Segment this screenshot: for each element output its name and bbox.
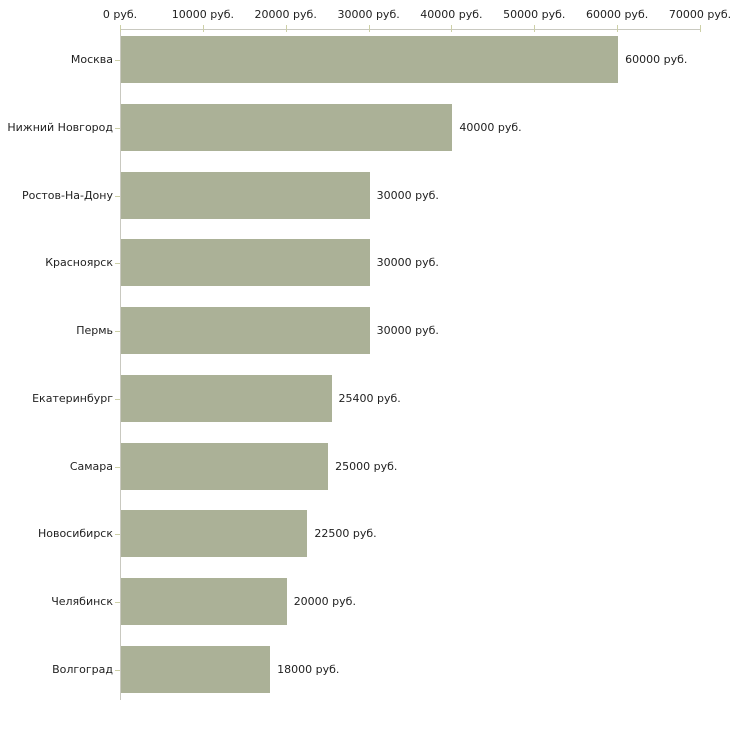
category-label: Ростов-На-Дону: [21, 189, 113, 202]
x-axis-tick-label: 20000 руб.: [254, 8, 317, 21]
value-label: 18000 руб.: [277, 663, 340, 676]
x-axis-tick: [285, 25, 287, 32]
category-label: Нижний Новгород: [7, 121, 113, 134]
x-axis-tick: [534, 25, 536, 32]
y-axis-line: [120, 29, 121, 700]
category-label: Новосибирск: [37, 527, 113, 540]
category-label: Челябинск: [51, 595, 113, 608]
x-axis-tick-label: 60000 руб.: [585, 8, 649, 21]
category-label: Самара: [69, 460, 113, 473]
x-axis-tick: [120, 25, 121, 32]
category-tick: [115, 331, 120, 332]
bar: [121, 578, 287, 625]
value-label: 25400 руб.: [338, 392, 401, 405]
bar: [121, 307, 370, 354]
category-tick: [115, 263, 120, 264]
bar: [121, 646, 271, 693]
value-label: 30000 руб.: [376, 189, 439, 202]
bar: [121, 239, 370, 286]
value-label: 30000 руб.: [376, 324, 439, 337]
category-tick: [115, 534, 120, 535]
category-label: Красноярск: [45, 256, 113, 269]
x-axis-tick-label: 70000 руб.: [668, 8, 730, 21]
category-tick: [115, 602, 120, 603]
bar: [121, 36, 619, 83]
value-label: 40000 руб.: [459, 121, 522, 134]
bar: [121, 375, 332, 422]
category-label: Москва: [70, 53, 113, 66]
x-axis-tick: [617, 25, 619, 32]
value-label: 60000 руб.: [625, 53, 688, 66]
category-label: Пермь: [76, 324, 113, 337]
x-axis-tick-label: 0 руб.: [102, 8, 138, 21]
x-axis-tick-label: 10000 руб.: [171, 8, 235, 21]
bar: [121, 104, 453, 151]
x-axis-tick: [368, 25, 370, 32]
x-axis-tick: [202, 25, 204, 32]
x-axis-tick-label: 40000 руб.: [420, 8, 483, 21]
category-tick: [115, 670, 120, 671]
category-label: Екатеринбург: [32, 392, 113, 405]
x-axis-line: [120, 29, 701, 30]
category-tick: [115, 467, 120, 468]
x-axis-tick-label: 30000 руб.: [337, 8, 400, 21]
x-axis-tick: [700, 25, 701, 32]
x-axis-tick: [451, 25, 453, 32]
category-tick: [115, 128, 120, 129]
bar: [121, 510, 308, 557]
x-axis-tick-label: 50000 руб.: [503, 8, 566, 21]
category-tick: [115, 60, 120, 61]
category-tick: [115, 196, 120, 197]
bar: [121, 172, 370, 219]
value-label: 30000 руб.: [376, 256, 439, 269]
value-label: 22500 руб.: [314, 527, 377, 540]
value-label: 25000 руб.: [335, 460, 398, 473]
category-label: Волгоград: [52, 663, 113, 676]
category-tick: [115, 399, 120, 400]
value-label: 20000 руб.: [293, 595, 356, 608]
bar: [121, 443, 329, 490]
